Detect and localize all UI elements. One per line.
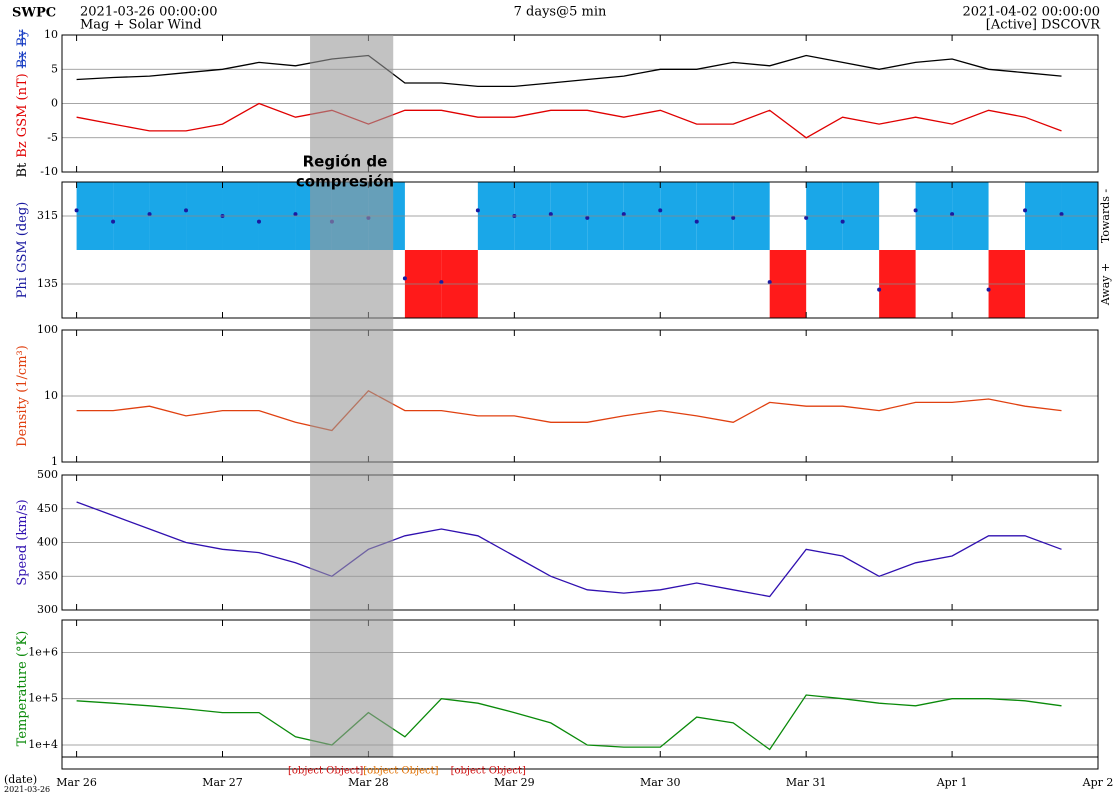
- y-tick-label: 400: [37, 536, 58, 549]
- y-axis-label: Bt Bz GSM (nT) Bx By: [15, 29, 30, 178]
- phi-point: [548, 212, 553, 217]
- y-tick-label: 450: [37, 502, 58, 515]
- y-tick-label: 5: [51, 62, 58, 75]
- y-axis-label: Density (1/cm³): [15, 345, 30, 447]
- product: Mag + Solar Wind: [80, 18, 202, 33]
- panel-frame: [61, 619, 1099, 758]
- series-line: [76, 501, 1062, 598]
- y-axis-label: Phi GSM (deg): [15, 202, 30, 299]
- flag-legend: [object Object]: [288, 766, 363, 777]
- start-date-small: 2021-03-26: [4, 785, 50, 794]
- phi-point: [293, 212, 298, 217]
- panel-frame: [61, 474, 1099, 611]
- y-tick-label: 350: [37, 569, 58, 582]
- series-line: [76, 694, 1062, 751]
- legend-entry: Bx: [15, 51, 30, 69]
- y-tick-label: 135: [37, 277, 58, 290]
- phi-point: [767, 280, 772, 285]
- series-line: [76, 54, 1062, 88]
- spacecraft: [Active] DSCOVR: [986, 18, 1101, 33]
- phi-point: [184, 208, 189, 213]
- x-tick-label: Mar 26: [56, 776, 97, 789]
- legend-entry: Bz GSM (nT): [15, 73, 30, 157]
- phi-point: [147, 212, 152, 217]
- region-label: compresión: [296, 173, 394, 191]
- panel-frame: [61, 34, 1099, 173]
- phi-point: [74, 208, 79, 213]
- phi-point: [950, 212, 955, 217]
- x-tick-label: Mar 29: [494, 776, 535, 789]
- x-tick-label: Mar 28: [348, 776, 389, 789]
- y-tick-label: 1: [51, 455, 58, 468]
- end-date: 2021-04-02 00:00:00: [963, 5, 1100, 20]
- flag-legend: [object Object]: [363, 766, 438, 777]
- y-tick-label: -10: [40, 165, 58, 178]
- x-tick-label: Mar 27: [202, 776, 243, 789]
- y-tick-label: 315: [37, 209, 58, 222]
- legend-entry: By: [15, 29, 30, 47]
- y-tick-label: 10: [44, 389, 58, 402]
- legend-entry: Temperature (°K): [15, 631, 30, 747]
- phi-point: [475, 208, 480, 213]
- series-line: [76, 389, 1062, 432]
- y-tick-label: 1e+4: [28, 738, 58, 751]
- phi-point: [804, 215, 809, 220]
- x-tick-label: Mar 31: [786, 776, 827, 789]
- phi-point: [986, 287, 991, 292]
- phi-point: [694, 219, 699, 224]
- y-tick-label: 1e+5: [28, 692, 58, 705]
- x-tick-label: Mar 30: [640, 776, 681, 789]
- phi-point: [840, 219, 845, 224]
- y-tick-label: 500: [37, 468, 58, 481]
- panel-frame: [61, 181, 1099, 319]
- legend-entry: Bt: [15, 162, 30, 178]
- x-tick-label: Apr 1: [936, 776, 968, 789]
- phi-point: [621, 212, 626, 217]
- span: 7 days@5 min: [514, 5, 607, 20]
- phi-point: [1023, 208, 1028, 213]
- y-axis-label: Temperature (°K): [15, 631, 30, 747]
- source: SWPC: [12, 6, 56, 21]
- phi-point: [585, 215, 590, 220]
- y-tick-label: 10: [44, 28, 58, 41]
- phi-point: [658, 208, 663, 213]
- panel-frame: [61, 329, 1099, 463]
- legend-entry: Speed (km/s): [15, 499, 30, 585]
- flag-legend: [object Object]: [451, 766, 526, 777]
- flag-strip: [61, 756, 1099, 770]
- phi-point: [877, 287, 882, 292]
- side-label: Towards -: [1099, 189, 1112, 244]
- phi-point: [111, 219, 116, 224]
- phi-point: [256, 219, 261, 224]
- region-label: Región de: [303, 153, 388, 171]
- x-tick-label: Apr 2: [1082, 776, 1113, 789]
- legend-entry: Phi GSM (deg): [15, 202, 30, 299]
- y-axis-label: Speed (km/s): [15, 499, 30, 585]
- phi-point: [913, 208, 918, 213]
- y-tick-label: -5: [47, 131, 58, 144]
- series-line: [76, 102, 1062, 139]
- phi-point: [731, 215, 736, 220]
- y-tick-label: 0: [51, 97, 58, 110]
- phi-point: [439, 280, 444, 285]
- y-tick-label: 1e+6: [28, 645, 58, 658]
- compression-region: [310, 35, 394, 757]
- phi-point: [402, 276, 407, 281]
- legend-entry: Density (1/cm³): [15, 345, 30, 447]
- start-date: 2021-03-26 00:00:00: [80, 5, 217, 20]
- phi-point: [1059, 212, 1064, 217]
- y-tick-label: 100: [37, 323, 58, 336]
- y-tick-label: 300: [37, 603, 58, 616]
- x-axis-name: (date): [4, 773, 37, 786]
- side-label: Away +: [1099, 263, 1112, 306]
